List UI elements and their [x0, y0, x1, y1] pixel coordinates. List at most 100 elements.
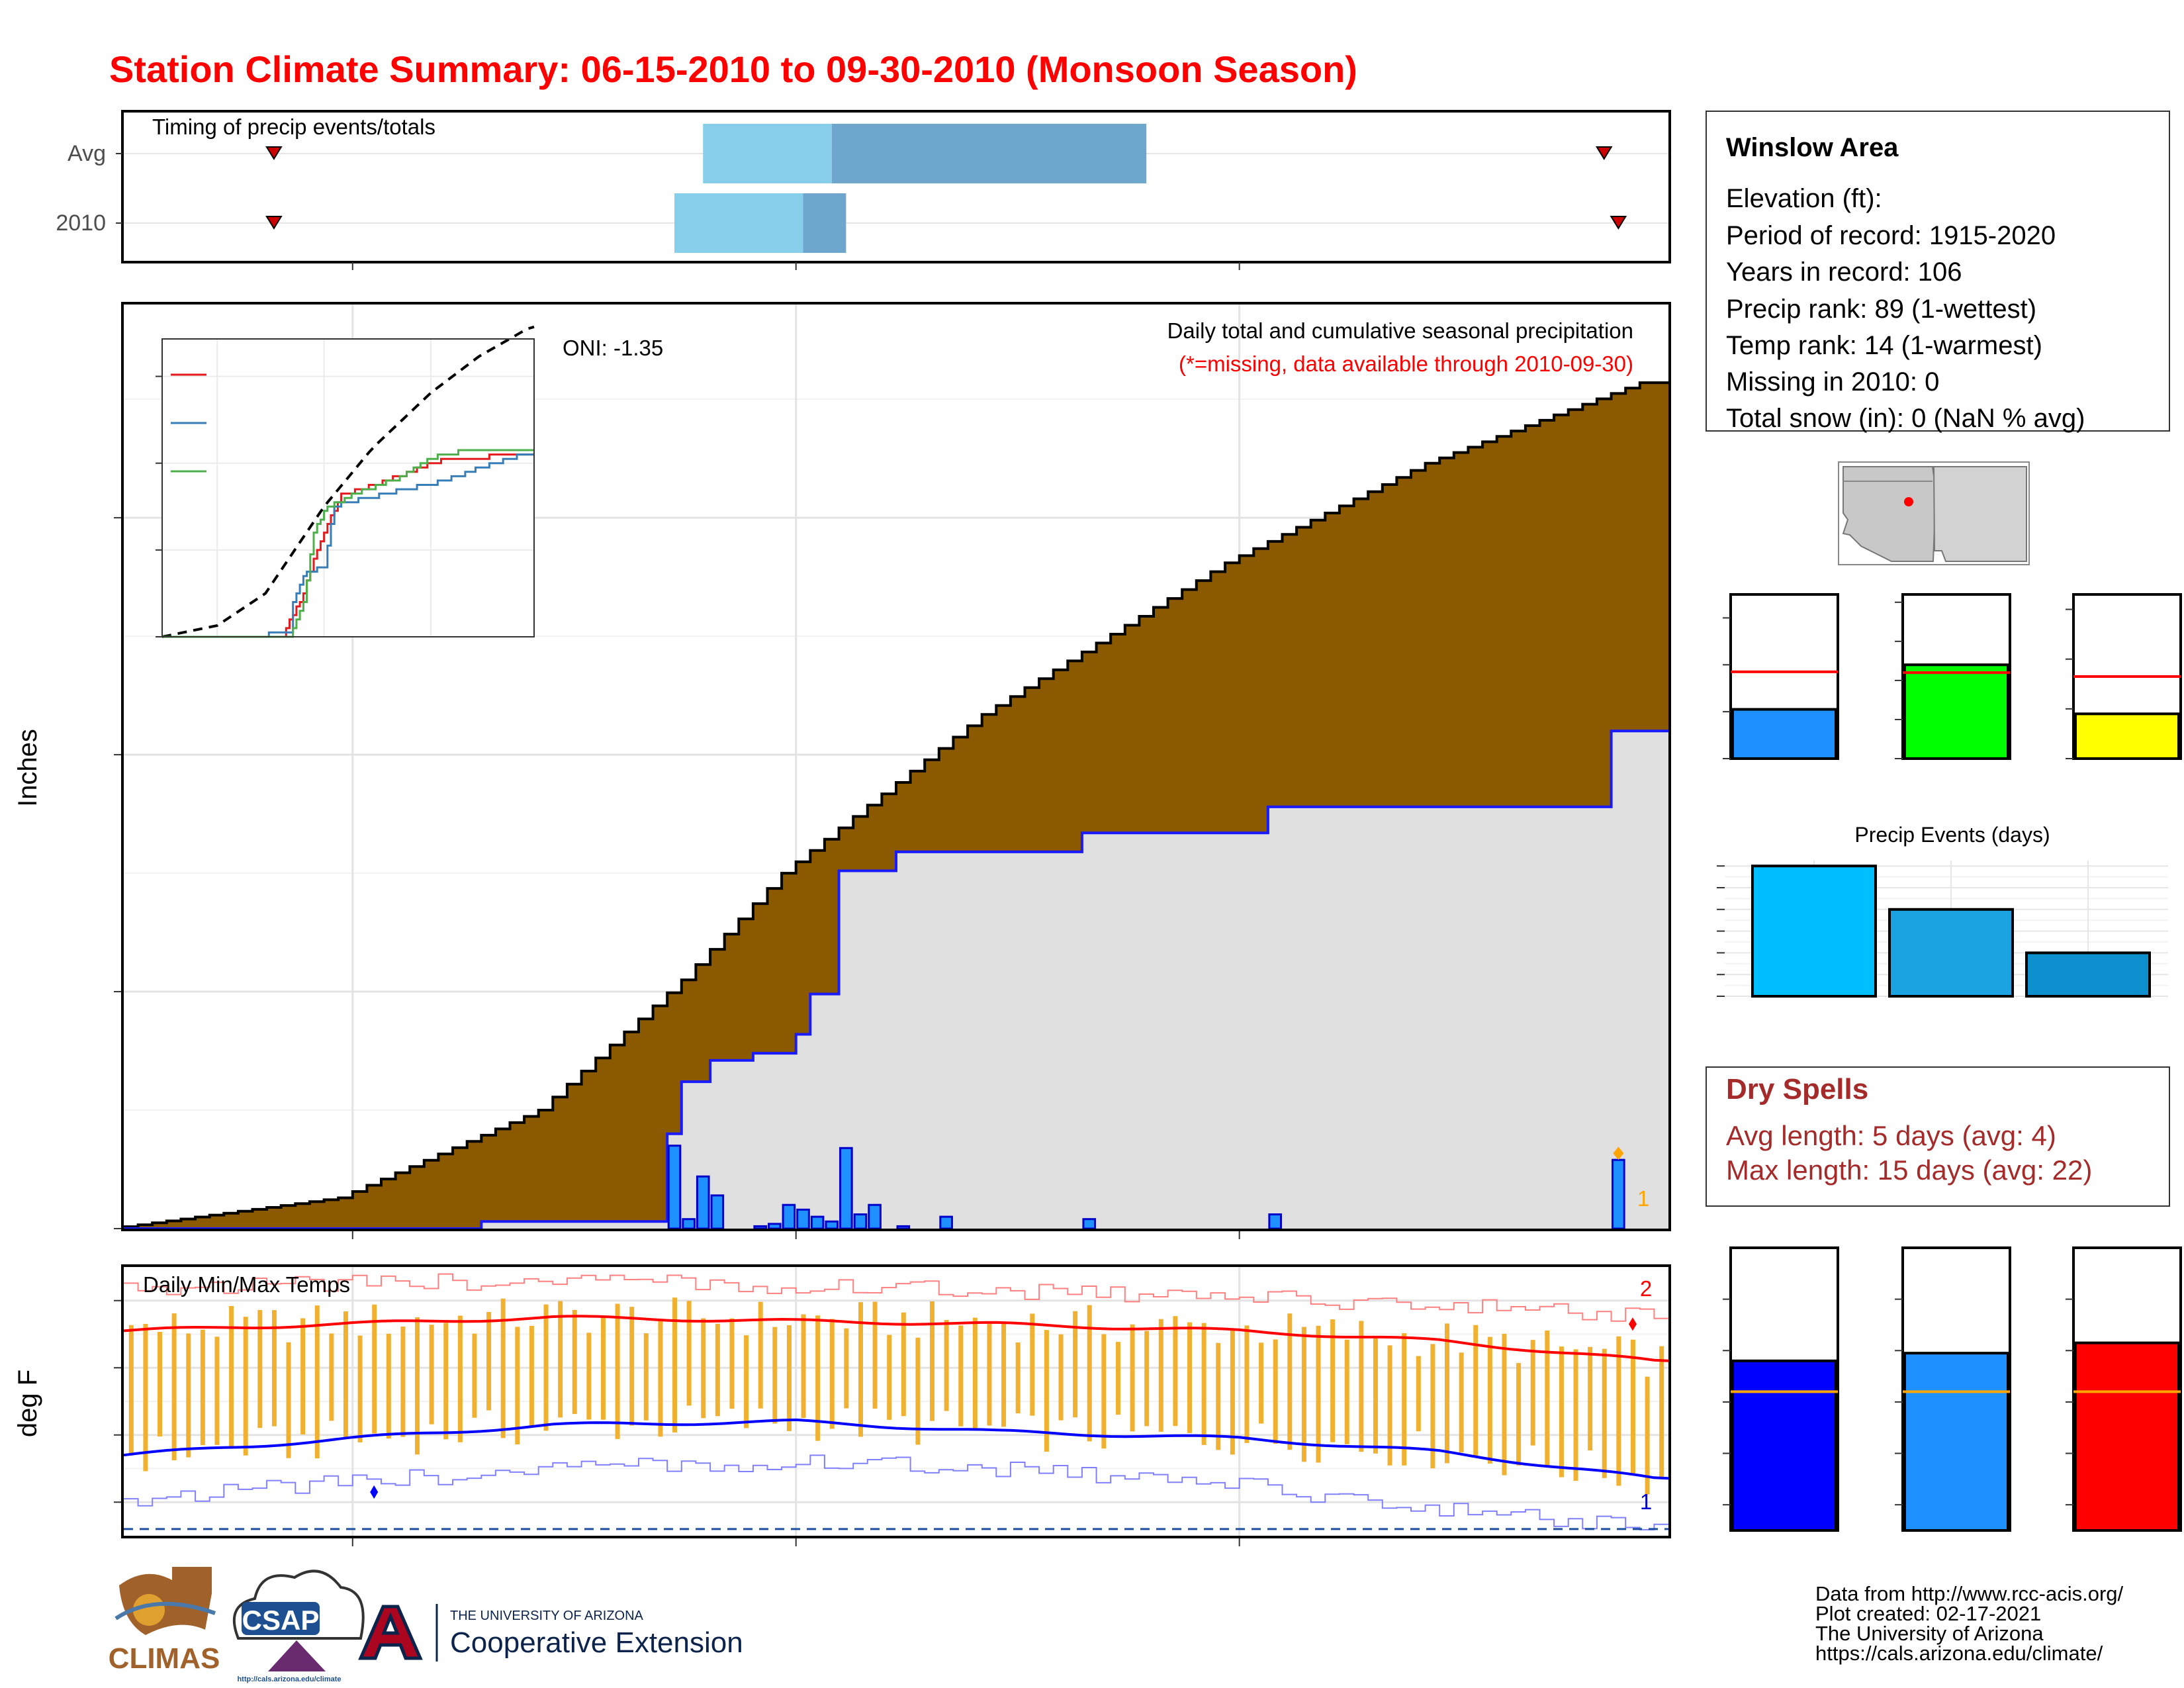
- daily-temp-range-bar: [1630, 1339, 1635, 1474]
- daily-temp-range-bar: [958, 1325, 964, 1427]
- temps-count-high: 2: [1640, 1276, 1652, 1301]
- record-high-line: [124, 1273, 1668, 1322]
- temp-summary-bars: [1723, 1246, 2182, 1532]
- daily-temp-range-bar: [930, 1301, 935, 1421]
- daily-temp-range-bar: [801, 1314, 806, 1419]
- timing-panel-label: Timing of precip events/totals: [152, 115, 435, 139]
- daily-temp-range-bar: [1573, 1349, 1578, 1481]
- daily-temp-range-bar: [1115, 1342, 1120, 1415]
- daily-precip-bar: [753, 1225, 768, 1230]
- daily-temp-range-bar: [271, 1310, 277, 1427]
- daily-temp-range-bar: [1015, 1342, 1021, 1414]
- daily-temp-range-bar: [329, 1333, 334, 1421]
- precip-panel-frame: [121, 302, 1671, 1231]
- daily-precip-bar: [667, 1145, 682, 1230]
- dry-spells-avg: Avg length: 5 days (avg: 4): [1726, 1120, 2056, 1151]
- record-marker: [1613, 1147, 1624, 1160]
- footer-data-source: Data from http://www.rcc-acis.org/: [1815, 1582, 2124, 1605]
- daily-temp-range-bar: [1173, 1316, 1178, 1427]
- daily-temp-range-bar: [1545, 1331, 1550, 1466]
- daily-temp-range-bar: [1287, 1313, 1293, 1450]
- daily-temp-range-bar: [1602, 1348, 1607, 1478]
- precip-events-chart: Precip Events (days): [1717, 823, 2168, 998]
- daily-temp-range-bar: [1588, 1346, 1593, 1451]
- daily-precip-bar: [1612, 1158, 1625, 1230]
- daily-temp-range-bar: [615, 1303, 620, 1439]
- station-total-snow: Total snow (in): 0 (NaN % avg): [1726, 404, 2085, 433]
- map-new-mexico-shape: [1933, 466, 2027, 562]
- daily-temp-range-bar: [314, 1305, 320, 1459]
- daily-temp-range-bar: [300, 1318, 306, 1435]
- events-bar-light: [1751, 865, 1877, 998]
- temps-label: Daily Min/Max Temps: [143, 1272, 350, 1297]
- station-name: Winslow Area: [1726, 133, 1899, 162]
- daily-temp-range-bar: [1058, 1334, 1064, 1421]
- daily-temp-range-bar: [1244, 1325, 1250, 1443]
- temps-panel: Daily Min/Max Temps deg F 2 1: [13, 1264, 1671, 1546]
- average-max-line: [123, 1315, 1669, 1362]
- station-precip-rank: Precip rank: 89 (1-wettest): [1726, 295, 2036, 324]
- daily-temp-range-bar: [1330, 1319, 1336, 1442]
- record-low-line: [124, 1454, 1668, 1530]
- daily-temp-range-bar: [1216, 1342, 1221, 1450]
- inset-frame: [161, 338, 535, 637]
- daily-precip-bar: [853, 1213, 868, 1230]
- daily-precip-bar: [782, 1203, 796, 1230]
- daily-temp-range-bar: [872, 1301, 878, 1409]
- precip-caption: Daily total and cumulative seasonal prec…: [1167, 318, 1633, 343]
- daily-temp-range-bar: [858, 1302, 863, 1437]
- daily-temp-range-bar: [1616, 1336, 1621, 1486]
- ua-logo: THE UNIVERSITY OF ARIZONA Cooperative Ex…: [358, 1604, 743, 1662]
- dry-spells-box: Dry Spells Avg length: 5 days (avg: 4) M…: [1706, 1066, 2170, 1207]
- ua-logo-mark: [358, 1605, 423, 1660]
- daily-temp-range-bar: [128, 1325, 134, 1456]
- daily-precip-bar: [896, 1225, 911, 1230]
- precip-corner-count: 1: [1637, 1186, 1649, 1211]
- daily-temp-range-bar: [1387, 1345, 1392, 1466]
- daily-precip-bar: [868, 1203, 882, 1230]
- daily-temp-range-bar: [200, 1329, 205, 1446]
- daily-temp-range-bar: [829, 1319, 835, 1429]
- climas-logo-mark: [119, 1567, 212, 1635]
- daily-temp-range-bar: [586, 1333, 592, 1420]
- daily-temp-range-bar: [1230, 1330, 1235, 1455]
- daily-temp-range-bar: [643, 1333, 649, 1421]
- dry-spells-max: Max length: 15 days (avg: 22): [1726, 1154, 2092, 1186]
- temps-panel-frame: [121, 1264, 1671, 1538]
- inset-series-line-2010: [162, 453, 534, 638]
- daily-temp-range-bar: [1502, 1333, 1507, 1476]
- climas-logo: CLIMAS: [109, 1567, 220, 1675]
- daily-precip-bar: [939, 1215, 953, 1230]
- daily-temp-range-bar: [543, 1304, 549, 1431]
- daily-temp-range-bar: [744, 1335, 749, 1429]
- average-min-line: [123, 1418, 1669, 1480]
- timing-row-avg-label: Avg: [68, 141, 106, 166]
- daily-temp-range-bar: [987, 1324, 992, 1426]
- daily-temp-range-bar: [1373, 1336, 1378, 1454]
- precip-summary-bar-2: [2074, 712, 2180, 761]
- daily-temp-range-bar: [1530, 1340, 1535, 1446]
- station-years: Years in record: 106: [1726, 258, 1962, 287]
- daily-temp-range-bar: [1344, 1339, 1349, 1444]
- station-info-frame: [1706, 111, 2170, 432]
- daily-temp-range-bar: [729, 1318, 735, 1409]
- dry-spells-frame: [1706, 1066, 2170, 1207]
- precip-ylabel: Inches: [13, 729, 42, 807]
- daily-temp-range-bar: [158, 1332, 163, 1437]
- csap-logo-mountain: [268, 1640, 326, 1671]
- precip-summary-bar-0: [1731, 708, 1837, 760]
- daily-temp-range-bar: [1001, 1323, 1007, 1427]
- timing-row-2010-label: 2010: [56, 211, 106, 236]
- inset-bg: [162, 339, 534, 637]
- daily-temp-range-bar: [558, 1301, 563, 1418]
- daily-temp-range-bar: [758, 1301, 763, 1409]
- csap-logo: CSAP http://cals.arizona.edu/climate: [232, 1570, 365, 1683]
- daily-temp-range-bar: [1273, 1339, 1278, 1444]
- station-period: Period of record: 1915-2020: [1726, 221, 2056, 250]
- daily-temp-range-bar: [486, 1311, 492, 1411]
- daily-temp-range-bar: [658, 1319, 663, 1437]
- map-station-dot: [1904, 497, 1913, 506]
- daily-precip-bar: [710, 1194, 725, 1230]
- daily-temp-range-bar: [1645, 1376, 1650, 1495]
